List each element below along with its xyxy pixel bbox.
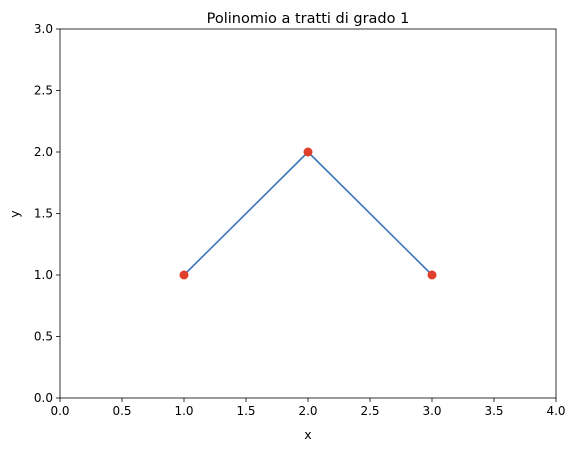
x-tick-label: 0.0 (50, 404, 69, 418)
x-tick-label: 3.0 (422, 404, 441, 418)
y-tick-label: 2.0 (34, 145, 53, 159)
chart-title: Polinomio a tratti di grado 1 (207, 11, 410, 27)
x-tick-label: 0.5 (112, 404, 131, 418)
data-point (303, 147, 313, 157)
x-tick-label: 4.0 (546, 404, 565, 418)
data-point (179, 270, 189, 280)
y-tick-label: 3.0 (34, 22, 53, 36)
y-tick-label: 1.5 (34, 207, 53, 221)
data-point (427, 270, 437, 280)
y-tick-label: 1.0 (34, 268, 53, 282)
x-tick-label: 1.0 (174, 404, 193, 418)
y-tick-label: 2.5 (34, 84, 53, 98)
x-axis-label: x (304, 427, 311, 442)
axes-frame (59, 28, 557, 399)
plot-area: 0.0 0.5 1.0 1.5 2.0 2.5 3.0 3.5 4.0 0.0 0.5 1.0 1.5 2… (34, 22, 566, 418)
x-tick-label: 2.0 (298, 404, 317, 418)
x-tick-label: 1.5 (236, 404, 255, 418)
y-tick-label: 0.0 (34, 391, 53, 405)
x-tick-label: 2.5 (360, 404, 379, 418)
series-line (183, 151, 433, 276)
x-tick-label: 3.5 (484, 404, 503, 418)
y-axis-label: y (7, 210, 22, 218)
y-tick-label: 0.5 (34, 330, 53, 344)
